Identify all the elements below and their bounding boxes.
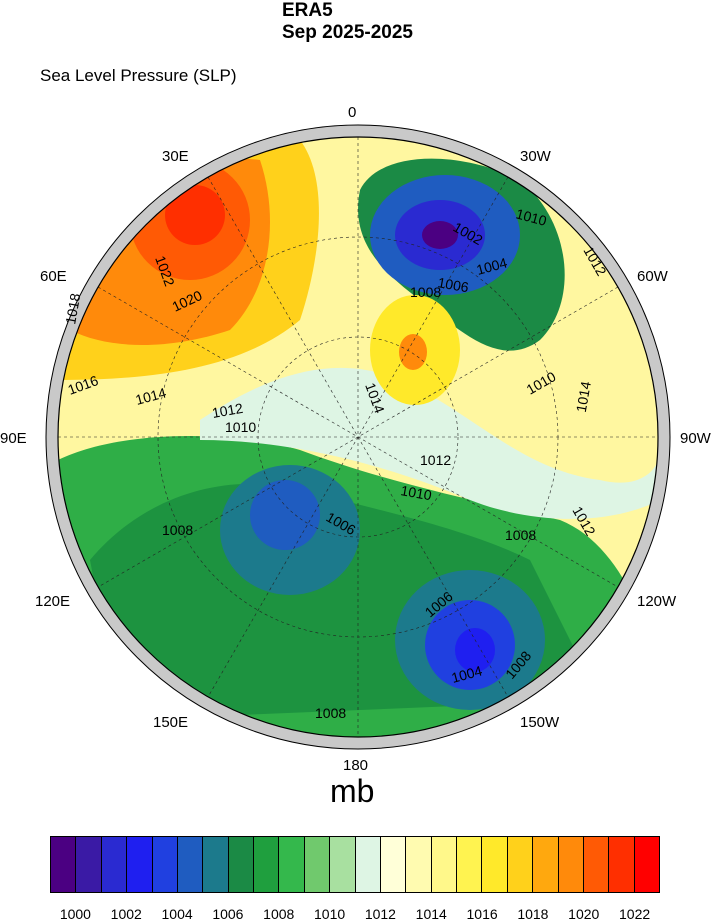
lon-label-150e: 150E — [153, 714, 188, 731]
colorbar-swatch — [558, 837, 584, 892]
contour-label: 1004 — [475, 254, 509, 278]
colorbar-swatch — [380, 837, 407, 892]
colorbar — [50, 836, 660, 893]
lon-label-90w: 90W — [680, 430, 712, 447]
contour-label: 1012 — [211, 400, 245, 421]
colorbar-swatch — [76, 837, 102, 892]
colorbar-swatch — [254, 837, 280, 892]
map-title: ERA5 — [282, 0, 333, 21]
colorbar-tick-label: 1018 — [517, 906, 549, 922]
contour-label: 1008 — [505, 527, 536, 543]
contour-label: 1006 — [436, 274, 470, 295]
lon-label-180: 180 — [343, 757, 368, 770]
contour-label: 1008 — [162, 522, 193, 538]
units-label: mb — [330, 773, 375, 809]
contour-label: 1004 — [450, 662, 484, 686]
contour-label: 1012 — [420, 452, 451, 468]
colorbar-tick-label: 1014 — [415, 906, 447, 922]
colorbar-swatch — [609, 837, 635, 892]
colorbar-tick-label: 1006 — [212, 906, 244, 922]
colorbar-ticks: 1000 1002 1004 1006 1008 1010 1012 1014 1016 1018… — [0, 906, 717, 924]
colorbar-swatch — [152, 837, 178, 892]
contour-label: 1014 — [134, 384, 168, 408]
polar-map: 1022 1020 1018 1016 1014 1012 1010 1008 … — [0, 104, 712, 770]
contour-label: 1018 — [62, 292, 83, 326]
colorbar-swatch — [355, 837, 381, 892]
colorbar-tick-label: 1008 — [263, 906, 295, 922]
colorbar-tick-label: 1016 — [466, 906, 498, 922]
colorbar-swatch — [127, 837, 153, 892]
colorbar-swatch — [406, 837, 432, 892]
lon-label-120e: 120E — [35, 593, 70, 610]
colorbar-swatch — [634, 837, 659, 892]
contour-label: 1010 — [514, 205, 548, 229]
colorbar-tick-label: 1010 — [314, 906, 346, 922]
colorbar-swatch — [203, 837, 229, 892]
colorbar-swatch — [304, 837, 331, 892]
colorbar-swatch — [583, 837, 610, 892]
lon-label-60e: 60E — [40, 268, 67, 285]
map-period: Sep 2025-2025 — [282, 22, 413, 43]
variable-label: Sea Level Pressure (SLP) — [40, 66, 237, 85]
colorbar-tick-label: 1020 — [568, 906, 600, 922]
lon-label-30e: 30E — [162, 148, 189, 165]
lon-label-60w: 60W — [637, 268, 669, 285]
colorbar-tick-label: 1002 — [110, 906, 142, 922]
colorbar-tick-label: 1022 — [619, 906, 651, 922]
colorbar-swatch — [457, 837, 483, 892]
contour-label: 1010 — [225, 419, 256, 435]
lon-label-0: 0 — [348, 104, 356, 121]
colorbar-tick-label: 1012 — [364, 906, 396, 922]
colorbar-swatch — [330, 837, 356, 892]
colorbar-swatch — [101, 837, 128, 892]
colorbar-swatch — [533, 837, 559, 892]
lon-label-30w: 30W — [520, 148, 552, 165]
lon-label-120w: 120W — [637, 593, 677, 610]
colorbar-swatch — [507, 837, 534, 892]
contour-label: 1010 — [399, 482, 433, 503]
colorbar-swatch — [482, 837, 508, 892]
contour-label: 1008 — [315, 705, 346, 721]
contour-label: 1014 — [573, 380, 594, 414]
contour-label: 1008 — [410, 284, 441, 300]
colorbar-swatch — [51, 837, 77, 892]
lon-label-150w: 150W — [520, 714, 560, 731]
lon-label-90e: 90E — [0, 430, 27, 447]
colorbar-tick-label: 1000 — [59, 906, 91, 922]
colorbar-swatch — [431, 837, 457, 892]
colorbar-swatch — [279, 837, 305, 892]
colorbar-swatch — [228, 837, 254, 892]
colorbar-swatch — [177, 837, 204, 892]
colorbar-tick-label: 1004 — [161, 906, 193, 922]
